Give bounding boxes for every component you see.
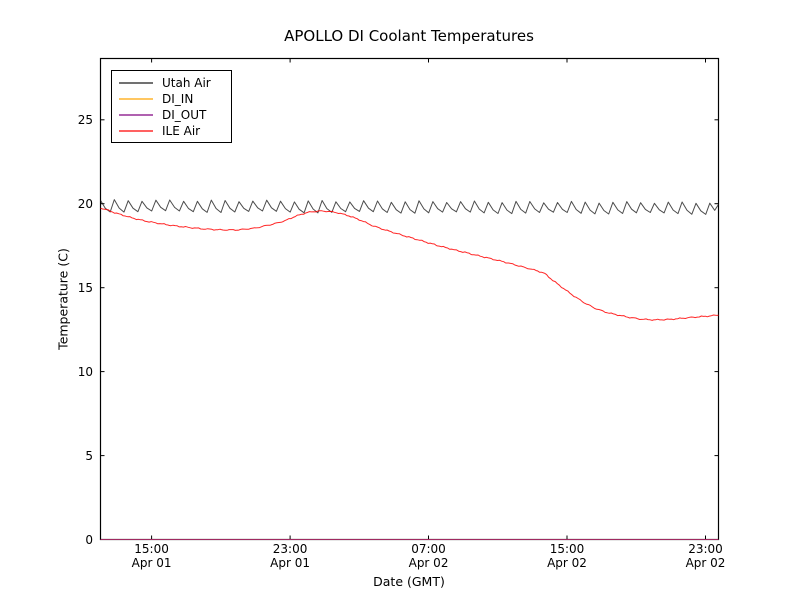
legend-label: DI_IN	[162, 92, 194, 106]
y-tick-label: 25	[77, 112, 93, 127]
y-tick-label: 10	[77, 364, 93, 379]
legend: Utah Air DI_IN DI_OUT ILE Air	[111, 70, 232, 143]
y-tick-label: 5	[85, 448, 93, 463]
legend-item: DI_IN	[112, 91, 231, 107]
x-tick-label: 15:00 Apr 02	[547, 542, 587, 570]
x-axis-label: Date (GMT)	[373, 574, 445, 589]
legend-item: DI_OUT	[112, 107, 231, 123]
chart-title: APOLLO DI Coolant Temperatures	[284, 27, 534, 45]
x-tick-label: 07:00 Apr 02	[408, 542, 449, 570]
y-axis-label: Temperature (C)	[55, 248, 71, 350]
x-tick-label: 23:00 Apr 01	[270, 542, 310, 570]
y-tick-label: 15	[77, 280, 93, 295]
y-tick-label: 0	[85, 532, 93, 547]
legend-line-sample	[119, 114, 153, 116]
x-tick-label: 23:00 Apr 02	[685, 542, 726, 570]
legend-label: Utah Air	[162, 76, 211, 90]
x-tick-label: 15:00 Apr 01	[131, 542, 172, 570]
legend-line-sample	[119, 98, 153, 100]
legend-label: ILE Air	[162, 124, 201, 138]
legend-line-sample	[119, 82, 153, 84]
y-tick-label: 20	[77, 196, 93, 211]
legend-line-sample	[119, 130, 153, 132]
legend-label: DI_OUT	[162, 108, 207, 122]
legend-item: Utah Air	[112, 75, 231, 91]
legend-item: ILE Air	[112, 123, 231, 139]
